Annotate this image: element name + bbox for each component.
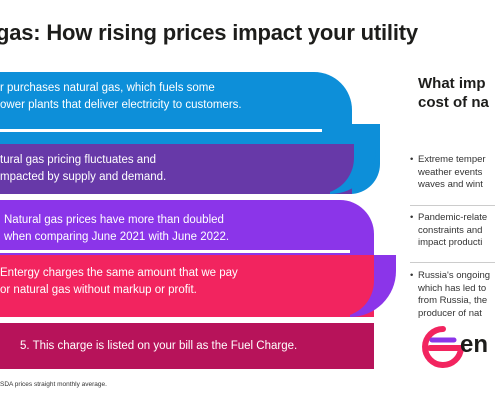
band-connector-curve [328,255,396,317]
divider-line [0,250,350,253]
step-3-line-2: when comparing June 2021 with June 2022. [4,231,230,243]
step-2-band: tural gas pricing fluctuates and mpacted… [0,124,380,194]
step-4-text: Entergy charges the same amount that we … [0,265,238,299]
side-item-line: waves and wint [418,179,483,190]
side-item-line: which has led to [418,282,487,294]
footnote: SDA prices straight monthly average. [0,381,107,388]
step-1-text: r purchases natural gas, which fuels som… [0,80,242,114]
side-item-line: weather events [418,166,483,178]
side-item-line: producer of nat [418,307,482,319]
step-2-line-1: tural gas pricing fluctuates and [0,154,156,166]
bullet-icon: • [410,154,414,165]
step-4-line-1: Entergy charges the same amount that we … [0,267,238,279]
side-item-line: impact producti [418,237,483,248]
side-item-line: Pandemic-relate [418,212,488,223]
entergy-logo-text: en [460,331,489,358]
band-connector-curve [308,144,376,194]
band-connector-inner [308,144,354,194]
bullet-icon: • [410,270,414,281]
step-1-line-2: ower plants that deliver electricity to … [0,99,242,111]
step-2-line-2: mpacted by supply and demand. [0,171,167,183]
divider-line [0,129,322,132]
band-connector-inner [328,255,374,317]
side-item-line: constraints and [418,224,483,236]
step-3-line-1: Natural gas prices have more than double… [4,214,224,226]
step-5-text: 5. This charge is listed on your bill as… [20,340,298,352]
step-2-text: tural gas pricing fluctuates and mpacted… [0,152,166,186]
side-title-line-2: cost of na [418,94,489,111]
step-4-band: Entergy charges the same amount that we … [0,255,374,317]
step-3-text: Natural gas prices have more than double… [4,212,229,246]
step-1-line-1: r purchases natural gas, which fuels som… [0,82,215,94]
side-item-line: Extreme temper [418,154,486,165]
side-separator [410,205,495,206]
step-4-line-2: or natural gas without markup or profit. [0,284,197,296]
side-separator [410,262,495,263]
side-panel-title: What imp cost of na [418,74,495,112]
step-5-band: 5. This charge is listed on your bill as… [0,323,374,369]
page-title: gas: How rising prices impact your utili… [0,20,418,45]
step-1-band: r purchases natural gas, which fuels som… [0,72,352,144]
step-3-band: Natural gas prices have more than double… [0,200,374,260]
side-title-line-1: What imp [418,75,486,92]
entergy-logo-icon [422,326,465,368]
side-item-line: from Russia, the [418,295,488,306]
side-item-line: Russia's ongoing [418,270,491,281]
bullet-icon: • [410,212,414,223]
